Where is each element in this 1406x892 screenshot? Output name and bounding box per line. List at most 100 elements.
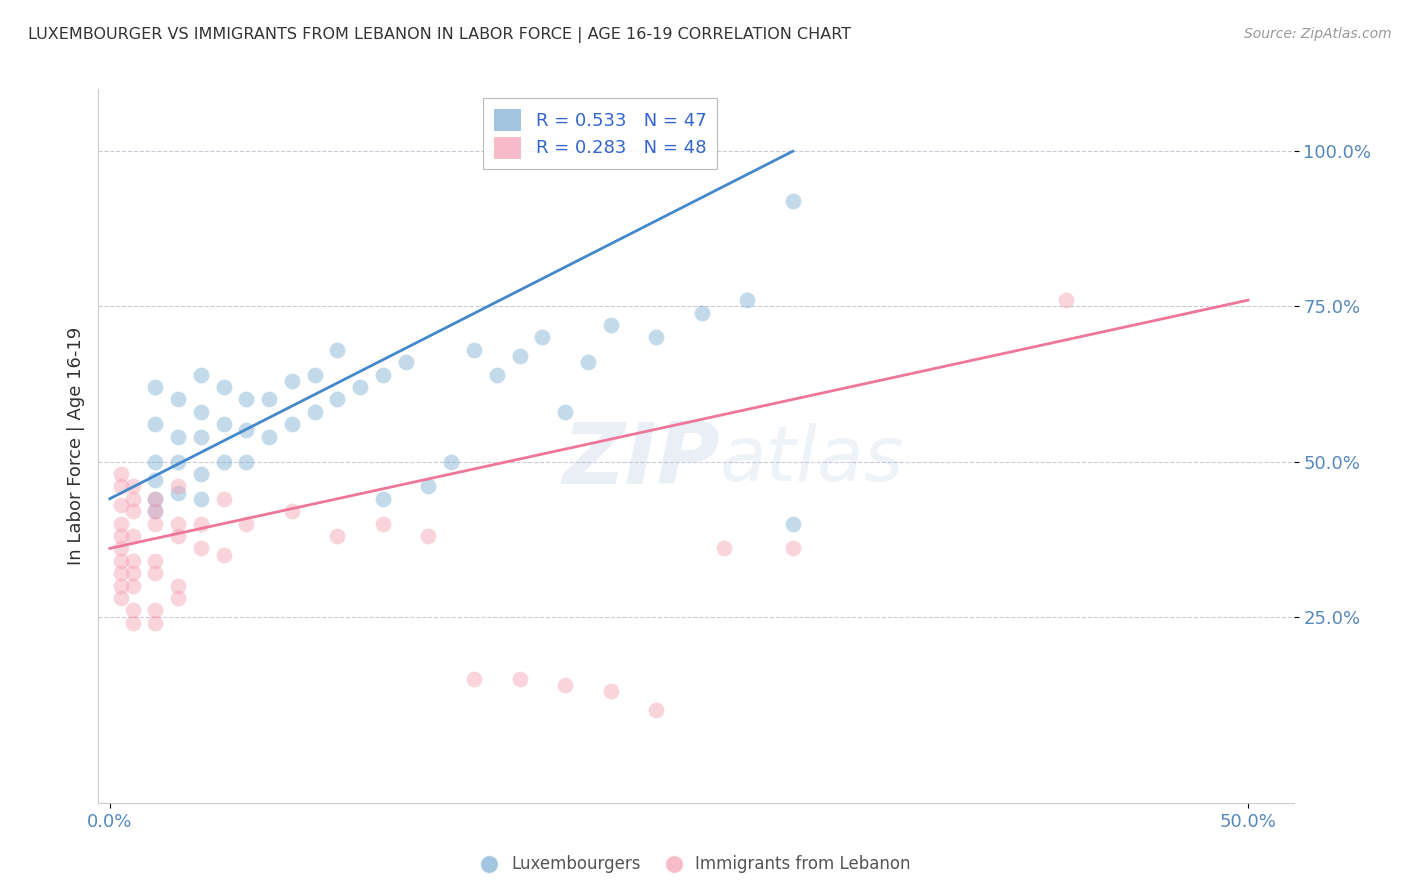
- Point: [509, 349, 531, 363]
- Point: [110, 498, 132, 512]
- Point: [190, 541, 212, 556]
- Point: [576, 355, 599, 369]
- Text: ZIP: ZIP: [562, 418, 720, 502]
- Point: [212, 454, 235, 468]
- Point: [190, 467, 212, 481]
- Point: [599, 318, 621, 332]
- Point: [190, 430, 212, 444]
- Point: [782, 516, 804, 531]
- Point: [235, 454, 257, 468]
- Point: [485, 368, 508, 382]
- Point: [645, 703, 668, 717]
- Point: [190, 491, 212, 506]
- Point: [143, 491, 166, 506]
- Point: [395, 355, 418, 369]
- Text: atlas: atlas: [720, 424, 904, 497]
- Point: [167, 430, 190, 444]
- Point: [212, 491, 235, 506]
- Point: [190, 405, 212, 419]
- Point: [143, 504, 166, 518]
- Point: [110, 579, 132, 593]
- Point: [121, 491, 143, 506]
- Point: [121, 615, 143, 630]
- Point: [143, 473, 166, 487]
- Point: [167, 591, 190, 605]
- Text: LUXEMBOURGER VS IMMIGRANTS FROM LEBANON IN LABOR FORCE | AGE 16-19 CORRELATION C: LUXEMBOURGER VS IMMIGRANTS FROM LEBANON …: [28, 27, 851, 43]
- Point: [371, 516, 394, 531]
- Point: [440, 454, 463, 468]
- Point: [418, 479, 440, 493]
- Point: [463, 672, 485, 686]
- Legend: Luxembourgers, Immigrants from Lebanon: Luxembourgers, Immigrants from Lebanon: [474, 849, 918, 880]
- Point: [143, 615, 166, 630]
- Point: [735, 293, 758, 308]
- Point: [110, 479, 132, 493]
- Point: [143, 566, 166, 581]
- Text: Source: ZipAtlas.com: Source: ZipAtlas.com: [1244, 27, 1392, 41]
- Point: [110, 554, 132, 568]
- Point: [281, 374, 304, 388]
- Point: [167, 516, 190, 531]
- Point: [143, 504, 166, 518]
- Point: [110, 566, 132, 581]
- Point: [645, 330, 668, 344]
- Point: [371, 491, 394, 506]
- Point: [110, 541, 132, 556]
- Point: [167, 529, 190, 543]
- Point: [690, 305, 713, 319]
- Point: [235, 424, 257, 438]
- Point: [782, 194, 804, 208]
- Point: [212, 380, 235, 394]
- Point: [143, 454, 166, 468]
- Point: [121, 554, 143, 568]
- Point: [143, 417, 166, 432]
- Point: [121, 603, 143, 617]
- Point: [326, 392, 349, 407]
- Point: [212, 548, 235, 562]
- Point: [1054, 293, 1077, 308]
- Point: [599, 684, 621, 698]
- Point: [167, 454, 190, 468]
- Point: [143, 603, 166, 617]
- Point: [110, 529, 132, 543]
- Point: [326, 529, 349, 543]
- Point: [554, 678, 576, 692]
- Point: [121, 579, 143, 593]
- Point: [235, 392, 257, 407]
- Point: [167, 579, 190, 593]
- Y-axis label: In Labor Force | Age 16-19: In Labor Force | Age 16-19: [66, 326, 84, 566]
- Point: [304, 368, 326, 382]
- Point: [349, 380, 371, 394]
- Point: [110, 591, 132, 605]
- Point: [143, 380, 166, 394]
- Point: [167, 485, 190, 500]
- Point: [463, 343, 485, 357]
- Point: [371, 368, 394, 382]
- Point: [782, 541, 804, 556]
- Point: [110, 467, 132, 481]
- Point: [257, 430, 280, 444]
- Point: [190, 368, 212, 382]
- Point: [713, 541, 735, 556]
- Point: [326, 343, 349, 357]
- Point: [281, 417, 304, 432]
- Point: [121, 479, 143, 493]
- Point: [281, 504, 304, 518]
- Point: [167, 479, 190, 493]
- Point: [167, 392, 190, 407]
- Point: [190, 516, 212, 531]
- Point: [143, 516, 166, 531]
- Point: [257, 392, 280, 407]
- Point: [212, 417, 235, 432]
- Point: [143, 554, 166, 568]
- Point: [531, 330, 554, 344]
- Point: [509, 672, 531, 686]
- Point: [121, 529, 143, 543]
- Point: [110, 516, 132, 531]
- Point: [304, 405, 326, 419]
- Point: [121, 566, 143, 581]
- Point: [143, 491, 166, 506]
- Point: [121, 504, 143, 518]
- Point: [418, 529, 440, 543]
- Point: [235, 516, 257, 531]
